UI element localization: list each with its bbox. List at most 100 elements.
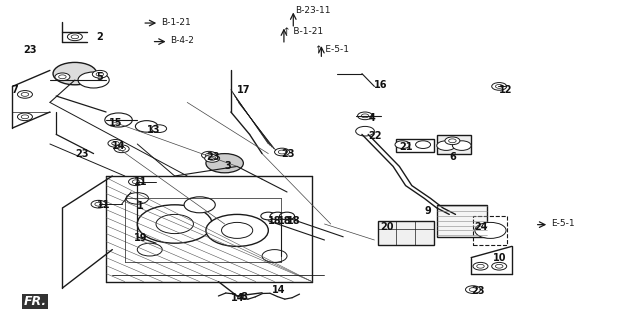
Circle shape xyxy=(55,73,70,81)
Circle shape xyxy=(206,214,268,246)
Circle shape xyxy=(416,141,431,148)
Text: 23: 23 xyxy=(206,152,220,162)
Text: 6: 6 xyxy=(449,152,456,162)
Bar xyxy=(378,221,434,245)
Circle shape xyxy=(118,147,125,151)
Circle shape xyxy=(466,286,480,293)
Text: 4: 4 xyxy=(368,113,375,124)
Circle shape xyxy=(21,115,29,119)
Circle shape xyxy=(108,140,123,147)
Circle shape xyxy=(135,121,158,132)
Bar xyxy=(473,216,507,245)
Circle shape xyxy=(17,113,32,121)
Text: B-4-2: B-4-2 xyxy=(170,36,194,45)
Circle shape xyxy=(261,212,276,220)
Circle shape xyxy=(270,212,285,220)
Circle shape xyxy=(59,75,66,79)
Circle shape xyxy=(21,92,29,96)
Circle shape xyxy=(126,193,149,204)
Circle shape xyxy=(469,288,477,292)
Text: 18: 18 xyxy=(268,216,282,226)
Circle shape xyxy=(395,141,410,148)
Text: 8: 8 xyxy=(240,292,247,302)
Circle shape xyxy=(95,202,102,206)
Circle shape xyxy=(78,72,109,88)
Circle shape xyxy=(278,150,286,154)
Circle shape xyxy=(53,62,97,85)
Circle shape xyxy=(356,126,374,136)
Text: 14: 14 xyxy=(271,284,285,295)
Text: B-1-21: B-1-21 xyxy=(161,18,191,27)
Circle shape xyxy=(112,141,119,145)
Text: 11: 11 xyxy=(97,200,110,210)
Text: 22: 22 xyxy=(368,131,382,141)
Text: 13: 13 xyxy=(147,124,160,135)
Circle shape xyxy=(67,33,82,41)
Circle shape xyxy=(71,35,79,39)
Circle shape xyxy=(184,197,215,213)
Circle shape xyxy=(96,72,104,76)
Bar xyxy=(437,205,487,237)
Text: ↑ E-5-1: ↑ E-5-1 xyxy=(315,45,349,54)
Text: 24: 24 xyxy=(474,222,488,232)
Circle shape xyxy=(202,151,217,159)
Text: 23: 23 xyxy=(281,148,295,159)
Circle shape xyxy=(477,264,484,268)
Text: B-23-11: B-23-11 xyxy=(295,6,331,15)
Circle shape xyxy=(445,137,460,145)
Bar xyxy=(437,135,471,154)
Text: 19: 19 xyxy=(134,233,148,244)
Text: 1: 1 xyxy=(137,201,144,212)
Circle shape xyxy=(492,262,507,270)
Circle shape xyxy=(137,205,212,243)
Circle shape xyxy=(495,84,503,88)
Text: 18: 18 xyxy=(278,216,291,226)
Text: 15: 15 xyxy=(109,118,123,128)
Circle shape xyxy=(475,222,506,238)
Bar xyxy=(396,139,434,152)
Text: 11: 11 xyxy=(134,177,148,188)
Circle shape xyxy=(280,212,295,220)
Text: 17: 17 xyxy=(237,84,251,95)
Circle shape xyxy=(262,250,287,262)
Text: ↑ B-1-21: ↑ B-1-21 xyxy=(283,27,323,36)
Circle shape xyxy=(206,154,243,173)
Circle shape xyxy=(91,200,106,208)
Circle shape xyxy=(222,222,253,238)
Text: 21: 21 xyxy=(399,142,413,152)
Text: FR.: FR. xyxy=(24,295,47,308)
Text: 14: 14 xyxy=(112,140,126,151)
Text: 23: 23 xyxy=(24,44,37,55)
Circle shape xyxy=(152,125,167,132)
Text: 23: 23 xyxy=(471,286,485,296)
Circle shape xyxy=(208,156,216,160)
Circle shape xyxy=(492,83,507,90)
Circle shape xyxy=(92,70,107,78)
Text: 2: 2 xyxy=(97,32,104,42)
Circle shape xyxy=(205,155,220,162)
Text: 20: 20 xyxy=(381,222,394,232)
Text: 10: 10 xyxy=(493,252,507,263)
Text: 14: 14 xyxy=(231,293,245,303)
Text: 5: 5 xyxy=(97,72,104,82)
Circle shape xyxy=(156,214,193,234)
Circle shape xyxy=(205,153,213,157)
Circle shape xyxy=(495,264,503,268)
Circle shape xyxy=(137,243,162,256)
Circle shape xyxy=(449,139,456,143)
Text: 3: 3 xyxy=(225,161,232,172)
Text: 7: 7 xyxy=(11,84,18,95)
Text: E-5-1: E-5-1 xyxy=(551,220,575,228)
Circle shape xyxy=(361,114,369,118)
Circle shape xyxy=(358,112,373,120)
Circle shape xyxy=(105,113,132,127)
Circle shape xyxy=(452,141,471,150)
Text: 9: 9 xyxy=(424,206,431,216)
Circle shape xyxy=(473,262,488,270)
Text: 18: 18 xyxy=(287,216,301,226)
Text: 23: 23 xyxy=(75,148,89,159)
Text: 12: 12 xyxy=(499,84,513,95)
Circle shape xyxy=(129,178,144,186)
Circle shape xyxy=(132,180,140,184)
Circle shape xyxy=(275,148,290,156)
